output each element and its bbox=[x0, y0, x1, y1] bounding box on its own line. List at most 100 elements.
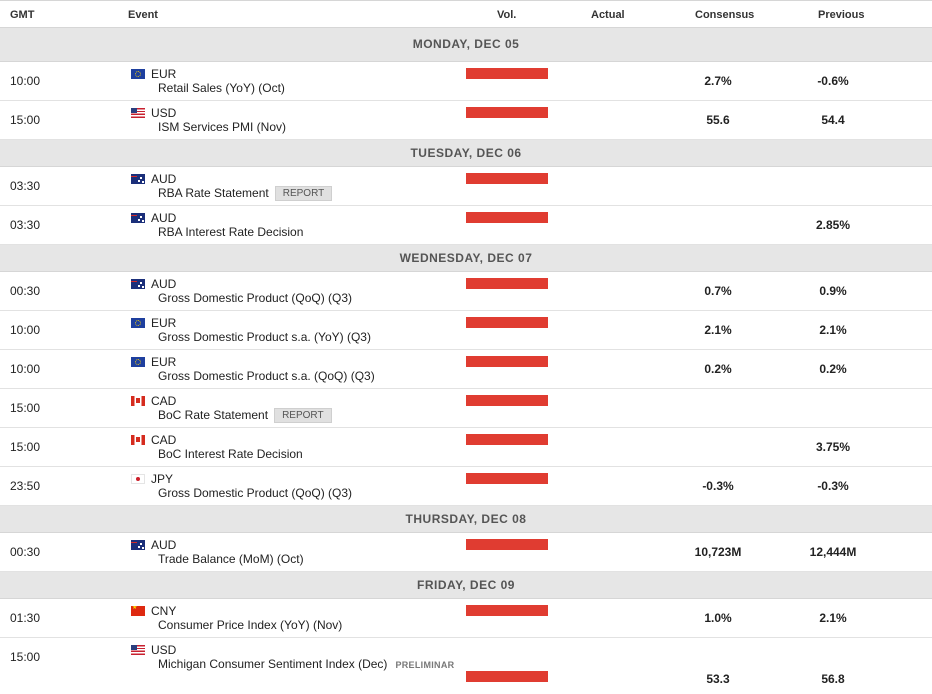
day-header-wednesday: WEDNESDAY, DEC 07 bbox=[0, 245, 932, 272]
currency-label: JPY bbox=[151, 472, 174, 486]
currency-label: AUD bbox=[151, 277, 177, 291]
currency-label: USD bbox=[151, 643, 177, 657]
event-name[interactable]: Gross Domestic Product s.a. (YoY) (Q3) bbox=[158, 330, 371, 344]
event-name[interactable]: BoC Rate Statement REPORT bbox=[158, 408, 332, 423]
currency-label: AUD bbox=[151, 172, 177, 186]
day-header-tuesday: TUESDAY, DEC 06 bbox=[0, 140, 932, 167]
table-row[interactable]: 10:00 EUR Gross Domestic Product s.a. (Q… bbox=[0, 350, 932, 389]
previous-value: 3.75% bbox=[815, 440, 851, 454]
consensus-value: -0.3% bbox=[702, 479, 734, 493]
previous-value: 0.9% bbox=[819, 284, 847, 298]
us-flag-icon bbox=[131, 108, 145, 118]
eu-flag-icon bbox=[131, 69, 145, 79]
table-row[interactable]: 10:00 EUR Retail Sales (YoY) (Oct) 2.7% … bbox=[0, 62, 932, 101]
previous-value: 54.4 bbox=[821, 113, 845, 127]
consensus-value: 53.3 bbox=[706, 672, 730, 686]
previous-value: 56.8 bbox=[821, 672, 845, 686]
event-name[interactable]: Gross Domestic Product (QoQ) (Q3) bbox=[158, 486, 353, 500]
table-row[interactable]: 15:00 CAD BoC Interest Rate Decision 3.7… bbox=[0, 428, 932, 467]
table-row[interactable]: 01:30 CNY Consumer Price Index (YoY) (No… bbox=[0, 599, 932, 638]
table-row[interactable]: 03:30 AUD RBA Rate Statement REPORT bbox=[0, 167, 932, 206]
consensus-value: 10,723M bbox=[694, 545, 742, 559]
event-name[interactable]: Retail Sales (YoY) (Oct) bbox=[158, 81, 285, 95]
report-badge[interactable]: REPORT bbox=[274, 408, 332, 423]
event-time: 10:00 bbox=[10, 362, 41, 376]
eu-flag-icon bbox=[131, 357, 145, 367]
report-badge[interactable]: REPORT bbox=[274, 186, 333, 201]
volatility-bar bbox=[466, 173, 548, 184]
currency-label: EUR bbox=[151, 67, 177, 81]
event-name[interactable]: Consumer Price Index (YoY) (Nov) bbox=[158, 618, 343, 632]
event-time: 10:00 bbox=[10, 74, 41, 88]
previous-column-header: Previous bbox=[818, 9, 865, 21]
au-flag-icon bbox=[131, 540, 145, 550]
table-header: GMT Event Vol. Actual Consensus Previous bbox=[0, 0, 932, 28]
table-row[interactable]: 00:30 AUD Trade Balance (MoM) (Oct) 10,7… bbox=[0, 533, 932, 572]
table-row[interactable]: 15:00 USD Michigan Consumer Sentiment In… bbox=[0, 638, 932, 694]
event-name[interactable]: RBA Rate Statement REPORT bbox=[158, 186, 333, 201]
previous-value: 12,444M bbox=[809, 545, 857, 559]
event-time: 03:30 bbox=[10, 179, 41, 193]
event-name[interactable]: BoC Interest Rate Decision bbox=[158, 447, 303, 461]
consensus-value: 1.0% bbox=[704, 611, 732, 625]
event-name[interactable]: Michigan Consumer Sentiment Index (Dec) P… bbox=[158, 657, 455, 671]
currency-label: AUD bbox=[151, 538, 177, 552]
table-row[interactable]: 03:30 AUD RBA Interest Rate Decision 2.8… bbox=[0, 206, 932, 245]
consensus-value: 2.7% bbox=[704, 74, 732, 88]
previous-value: -0.3% bbox=[817, 479, 849, 493]
event-column-header: Event bbox=[128, 9, 158, 21]
event-time: 15:00 bbox=[10, 113, 41, 127]
table-row[interactable]: 15:00 CAD BoC Rate Statement REPORT bbox=[0, 389, 932, 428]
table-row[interactable]: 10:00 EUR Gross Domestic Product s.a. (Y… bbox=[0, 311, 932, 350]
event-time: 15:00 bbox=[10, 440, 41, 454]
ca-flag-icon bbox=[131, 435, 145, 445]
volatility-bar bbox=[466, 605, 548, 616]
jp-flag-icon bbox=[131, 474, 145, 484]
currency-label: EUR bbox=[151, 355, 177, 369]
previous-value: 2.1% bbox=[819, 323, 847, 337]
currency-label: CNY bbox=[151, 604, 177, 618]
currency-label: CAD bbox=[151, 394, 177, 408]
volatility-bar bbox=[466, 212, 548, 223]
previous-value: -0.6% bbox=[817, 74, 849, 88]
volatility-bar bbox=[466, 317, 548, 328]
previous-value: 0.2% bbox=[819, 362, 847, 376]
event-name[interactable]: RBA Interest Rate Decision bbox=[158, 225, 304, 239]
day-header-friday: FRIDAY, DEC 09 bbox=[0, 572, 932, 599]
volatility-bar bbox=[466, 107, 548, 118]
preliminary-label: PRELIMINAR bbox=[395, 660, 455, 670]
event-time: 23:50 bbox=[10, 479, 41, 493]
event-name[interactable]: Trade Balance (MoM) (Oct) bbox=[158, 552, 304, 566]
currency-label: USD bbox=[151, 106, 177, 120]
event-time: 01:30 bbox=[10, 611, 41, 625]
event-time: 00:30 bbox=[10, 284, 41, 298]
volatility-bar bbox=[466, 671, 548, 682]
day-header-thursday: THURSDAY, DEC 08 bbox=[0, 506, 932, 533]
consensus-value: 0.2% bbox=[704, 362, 732, 376]
event-time: 15:00 bbox=[10, 401, 41, 415]
currency-label: CAD bbox=[151, 433, 177, 447]
currency-label: AUD bbox=[151, 211, 177, 225]
eu-flag-icon bbox=[131, 318, 145, 328]
currency-label: EUR bbox=[151, 316, 177, 330]
consensus-value: 55.6 bbox=[706, 113, 730, 127]
event-name[interactable]: Gross Domestic Product s.a. (QoQ) (Q3) bbox=[158, 369, 375, 383]
consensus-value: 0.7% bbox=[704, 284, 732, 298]
table-row[interactable]: 23:50 JPY Gross Domestic Product (QoQ) (… bbox=[0, 467, 932, 506]
event-time: 00:30 bbox=[10, 545, 41, 559]
volatility-bar bbox=[466, 395, 548, 406]
ca-flag-icon bbox=[131, 396, 145, 406]
volatility-bar bbox=[466, 473, 548, 484]
table-row[interactable]: 00:30 AUD Gross Domestic Product (QoQ) (… bbox=[0, 272, 932, 311]
event-name[interactable]: Gross Domestic Product (QoQ) (Q3) bbox=[158, 291, 353, 305]
previous-value: 2.1% bbox=[819, 611, 847, 625]
event-name[interactable]: ISM Services PMI (Nov) bbox=[158, 120, 287, 134]
table-row[interactable]: 15:00 USD ISM Services PMI (Nov) 55.6 54… bbox=[0, 101, 932, 140]
vol-column-header: Vol. bbox=[497, 9, 517, 21]
us-flag-icon bbox=[131, 645, 145, 655]
au-flag-icon bbox=[131, 279, 145, 289]
cn-flag-icon bbox=[131, 606, 145, 616]
volatility-bar bbox=[466, 434, 548, 445]
event-time: 15:00 bbox=[10, 650, 41, 664]
actual-column-header: Actual bbox=[591, 9, 625, 21]
